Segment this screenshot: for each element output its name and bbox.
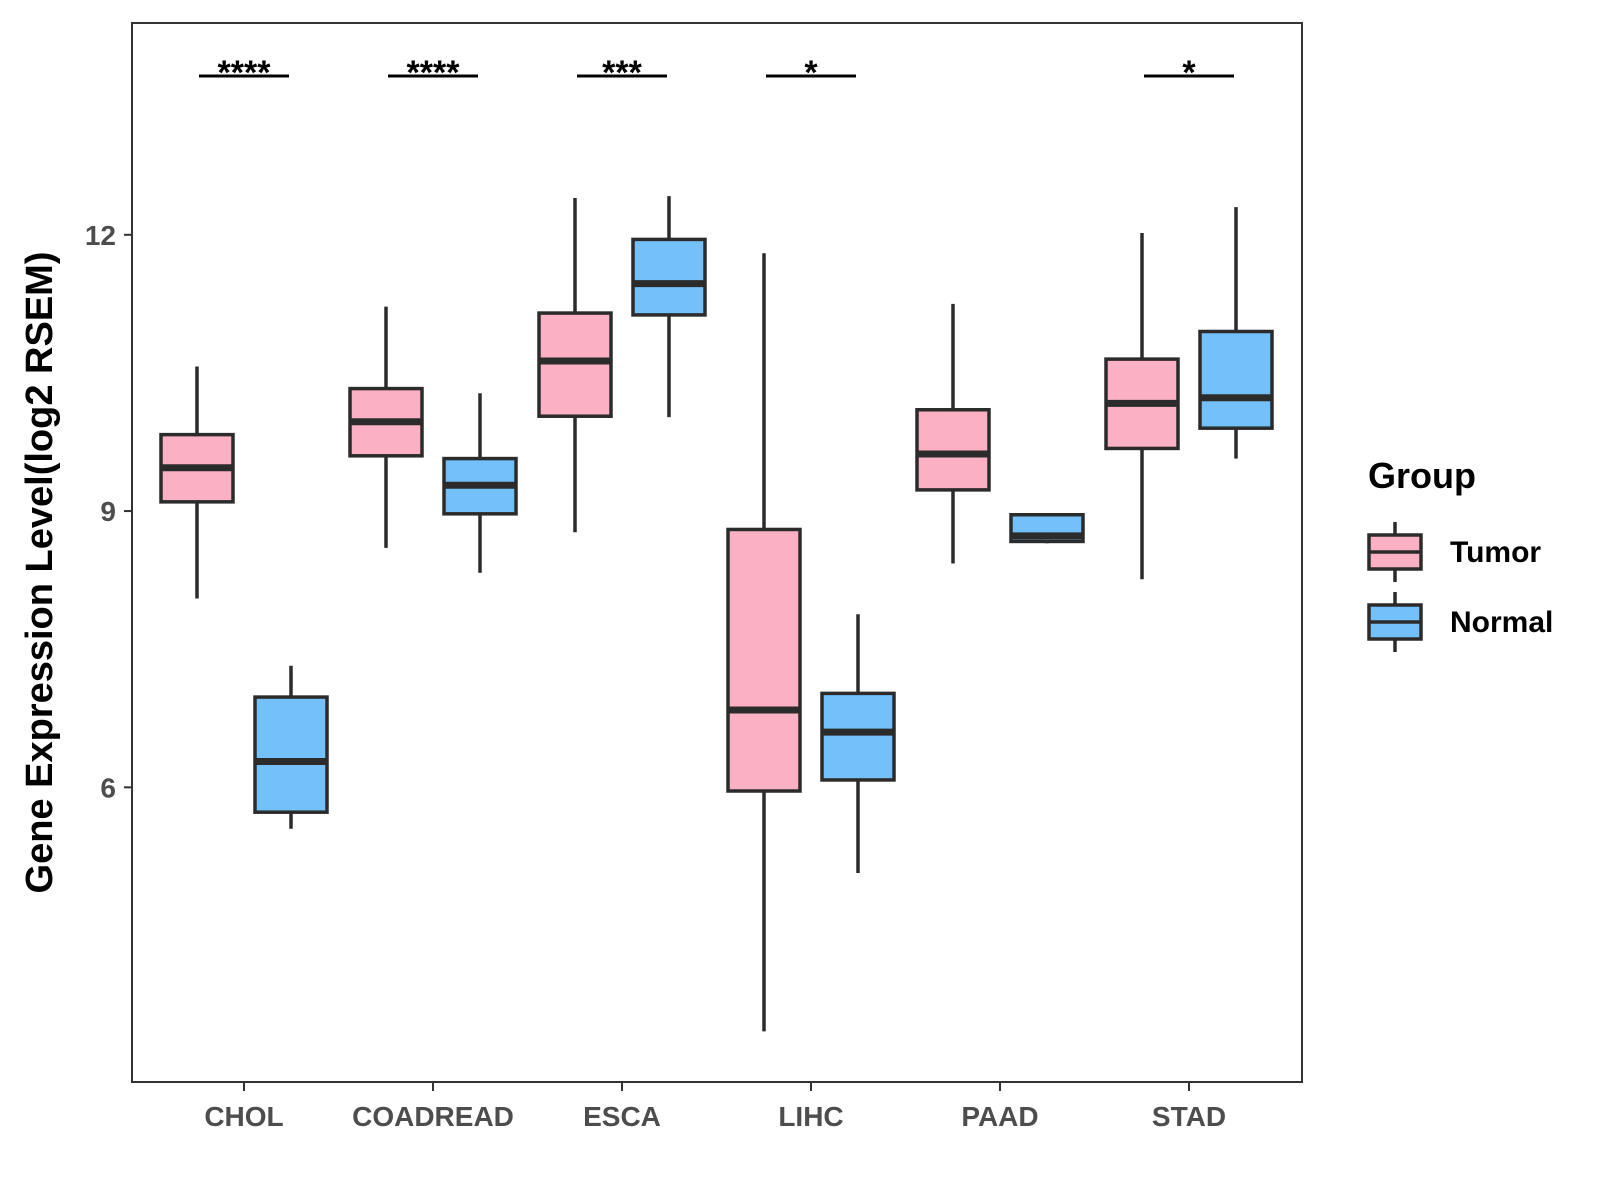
box-body — [1198, 329, 1274, 430]
significance-label: **** — [218, 54, 272, 92]
plot-area: **** **** *** * * — [159, 54, 1274, 1032]
y-axis-title: Gene Expression Level(log2 RSEM) — [19, 252, 61, 894]
significance-lihc: * — [766, 54, 856, 92]
legend-item-normal: Normal — [1367, 592, 1553, 652]
x-tick-label: LIHC — [778, 1101, 843, 1132]
box-body — [726, 527, 802, 793]
box-body — [820, 691, 896, 782]
axes: 6 9 12 CHOL COADREAD ESCA LIHC PAAD STAD — [85, 22, 1303, 1132]
significance-label: *** — [602, 54, 642, 92]
box-tumor-lihc — [726, 253, 802, 1032]
significance-label: * — [804, 54, 818, 92]
box-normal-coadread — [442, 393, 518, 573]
legend: Group Tumor Normal — [1367, 455, 1553, 652]
legend-item-tumor: Tumor — [1367, 522, 1541, 582]
y-tick-label: 12 — [85, 220, 116, 251]
box-body — [915, 408, 991, 492]
legend-label: Normal — [1450, 606, 1553, 639]
box-tumor-paad — [915, 303, 991, 564]
significance-stad: * — [1144, 54, 1234, 92]
box-body — [537, 311, 613, 418]
significance-esca: *** — [577, 54, 667, 92]
box-tumor-stad — [1104, 232, 1180, 580]
box-normal-chol — [253, 665, 329, 829]
significance-label: * — [1182, 54, 1196, 92]
y-tick-label: 9 — [100, 496, 116, 527]
significance-chol: **** — [199, 54, 289, 92]
box-normal-lihc — [820, 614, 896, 873]
box-body — [253, 695, 329, 814]
panel-border — [131, 22, 1303, 1083]
legend-title: Group — [1368, 455, 1476, 496]
x-tick-label: ESCA — [583, 1101, 661, 1132]
significance-coadread: **** — [388, 54, 478, 92]
box-normal-esca — [631, 196, 707, 418]
x-tick-label: COADREAD — [352, 1101, 514, 1132]
x-tick-label: STAD — [1152, 1101, 1226, 1132]
legend-label: Tumor — [1450, 536, 1541, 569]
box-body — [631, 237, 707, 317]
box-tumor-coadread — [348, 306, 424, 548]
significance-label: **** — [407, 54, 461, 92]
box-normal-stad — [1198, 207, 1274, 459]
box-tumor-esca — [537, 197, 613, 533]
box-normal-paad — [1009, 512, 1085, 544]
x-tick-label: CHOL — [204, 1101, 283, 1132]
y-tick-label: 6 — [100, 772, 116, 803]
box-tumor-chol — [159, 366, 235, 599]
x-tick-label: PAAD — [961, 1101, 1038, 1132]
